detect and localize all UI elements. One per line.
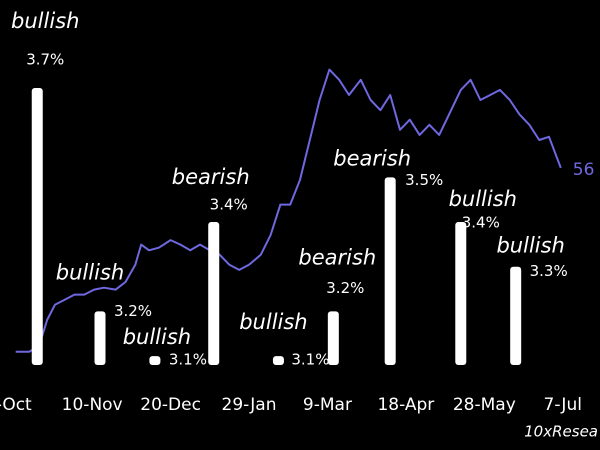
x-tick-label: 28-May — [453, 395, 516, 415]
bar-value-label: 3.4% — [210, 196, 248, 214]
bar-value-label: 3.3% — [530, 262, 568, 280]
x-tick-label: 7-Jul — [544, 395, 582, 415]
bar-value-label: 3.2% — [326, 279, 364, 297]
bar-value-label: 3.4% — [462, 214, 500, 232]
bar-value-label: 3.2% — [114, 302, 152, 320]
line-end-label: 56 — [573, 160, 595, 180]
bar-annotation: bullish — [56, 260, 124, 284]
source: 10xResea — [524, 423, 598, 441]
bar-annotation: bearish — [298, 245, 376, 269]
bar-annotation: bullish — [123, 325, 191, 349]
bar — [208, 222, 220, 365]
bar — [510, 266, 522, 365]
bar-annotation: bearish — [172, 165, 250, 189]
x-tick-label: 10-Nov — [62, 395, 123, 415]
x-tick-label: 20-Dec — [140, 395, 201, 415]
bar — [384, 177, 396, 365]
bar-annotation: bullish — [496, 234, 564, 258]
bar-annotation: bullish — [239, 310, 307, 334]
bar-value-label: 3.5% — [405, 171, 443, 189]
bar-annotation: bullish — [11, 9, 79, 33]
bar — [31, 88, 43, 365]
bar — [94, 311, 106, 365]
bar — [455, 222, 467, 365]
bar-annotation: bullish — [449, 187, 517, 211]
bar-annotation: bearish — [333, 146, 411, 170]
x-tick-label: 9-Mar — [303, 395, 352, 415]
bar-value-label: 3.1% — [169, 351, 207, 369]
bar — [149, 356, 161, 365]
bar-value-label: 3.1% — [291, 351, 329, 369]
x-tick-label: -Oct — [0, 395, 32, 415]
bar-value-label: 3.7% — [26, 51, 64, 69]
x-tick-label: 29-Jan — [222, 395, 277, 415]
price-line — [15, 68, 562, 353]
bar — [327, 311, 339, 365]
bar — [272, 356, 284, 365]
x-tick-label: 18-Apr — [377, 395, 434, 415]
